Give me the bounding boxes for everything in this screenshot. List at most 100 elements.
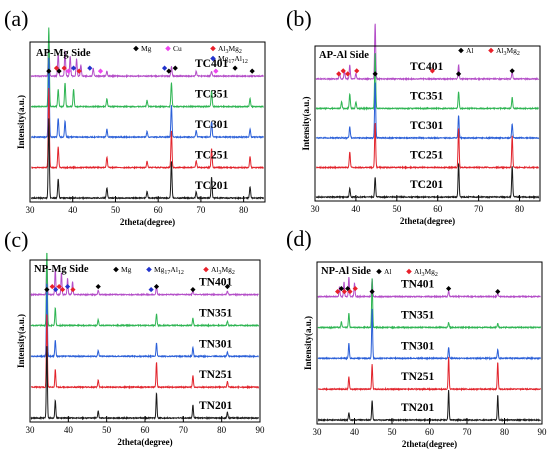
xrd-panel: (d) TN401 TN351 TN301 TN251 TN201 30 40 50 60 70 80… bbox=[286, 226, 547, 449]
legend-item: Mg bbox=[133, 44, 152, 53]
x-tick-label: 40 bbox=[350, 427, 360, 437]
legend-diamond-icon bbox=[146, 266, 152, 273]
phase-marker bbox=[347, 288, 353, 295]
phase-marker bbox=[338, 285, 344, 292]
phase-marker bbox=[65, 68, 72, 74]
x-tick-label: 30 bbox=[311, 204, 321, 214]
legend-item: Al3Mg2 bbox=[488, 46, 520, 57]
legend-diamond-icon bbox=[203, 266, 209, 273]
xrd-trace bbox=[317, 276, 541, 300]
phase-marker bbox=[53, 65, 60, 71]
x-tick-label: 80 bbox=[515, 204, 525, 214]
xrd-series: TN351 bbox=[30, 252, 260, 328]
xrd-series: TN201 bbox=[317, 390, 541, 423]
panel-title: NP-Al Side bbox=[321, 266, 371, 277]
phase-marker bbox=[64, 283, 71, 290]
x-axis-label: 2theta(degree) bbox=[117, 437, 172, 447]
phase-marker bbox=[161, 65, 168, 71]
phase-marker bbox=[190, 286, 196, 293]
phase-marker bbox=[76, 68, 82, 74]
xrd-series: TC401 bbox=[30, 36, 265, 79]
x-tick-label: 80 bbox=[217, 425, 227, 435]
xrd-series: TN251 bbox=[317, 356, 542, 392]
phase-marker bbox=[53, 286, 59, 293]
xrd-trace bbox=[317, 356, 542, 392]
panel-label: (a) bbox=[4, 6, 28, 31]
x-tick-label: 70 bbox=[474, 204, 484, 214]
x-tick-label: 90 bbox=[256, 425, 266, 435]
x-tick-label: 40 bbox=[64, 425, 74, 435]
x-axis-label: 2theta(degree) bbox=[120, 217, 175, 227]
phase-marker bbox=[56, 68, 62, 74]
sample-label: TC301 bbox=[195, 119, 228, 131]
phase-marker bbox=[44, 286, 50, 293]
legend-item: Al3Mg2 bbox=[203, 265, 235, 276]
xrd-series: TC301 bbox=[30, 57, 265, 140]
x-tick-label: 60 bbox=[141, 425, 151, 435]
x-tick-label: 30 bbox=[26, 205, 36, 215]
y-axis-label: Intensity(a.u.) bbox=[16, 95, 26, 149]
xrd-series: TN351 bbox=[317, 278, 542, 330]
x-tick-label: 60 bbox=[154, 205, 164, 215]
legend-item: Mg17Al12 bbox=[210, 54, 248, 65]
sample-label: TN401 bbox=[199, 277, 232, 289]
legend-diamond-icon bbox=[210, 55, 216, 62]
legend-item: Cu bbox=[165, 44, 182, 53]
xrd-series: TC301 bbox=[315, 82, 540, 141]
x-tick-label: 40 bbox=[68, 205, 78, 215]
legend-diamond-icon bbox=[406, 268, 412, 275]
legend-diamond-icon bbox=[458, 47, 464, 54]
xrd-trace bbox=[31, 88, 264, 170]
legend-label: Mg17Al12 bbox=[154, 265, 184, 276]
legend-item: Mg bbox=[113, 265, 132, 274]
phase-marker bbox=[345, 71, 351, 77]
xrd-panel: (b) TC401 TC351 TC301 TC251 TC201 30 40 50 60 70 80… bbox=[286, 6, 541, 226]
xrd-trace bbox=[30, 36, 265, 79]
xrd-series: TN301 bbox=[317, 308, 541, 361]
phase-marker bbox=[172, 65, 178, 71]
xrd-series: TC251 bbox=[316, 122, 539, 170]
legend-item: Al bbox=[458, 46, 474, 55]
phase-marker bbox=[446, 285, 452, 292]
xrd-series: TC201 bbox=[315, 162, 540, 200]
phase-marker bbox=[56, 283, 62, 290]
phase-marker bbox=[232, 65, 238, 71]
phase-marker bbox=[70, 65, 77, 71]
legend-diamond-icon bbox=[113, 266, 119, 273]
legend-label: Al3Mg2 bbox=[218, 44, 242, 55]
sample-label: TN301 bbox=[401, 340, 434, 352]
plot-frame bbox=[29, 41, 266, 203]
phase-marker bbox=[352, 285, 358, 292]
sample-label: TN251 bbox=[199, 369, 232, 381]
legend: Mg Mg17Al12 Al3Mg2 bbox=[113, 265, 235, 276]
sample-label: TC351 bbox=[195, 89, 228, 101]
sample-label: TC201 bbox=[195, 180, 228, 192]
phase-marker bbox=[335, 288, 341, 295]
legend-diamond-icon bbox=[488, 47, 494, 54]
phase-marker bbox=[87, 65, 93, 71]
x-tick-label: 50 bbox=[388, 427, 398, 437]
xrd-trace bbox=[30, 283, 259, 359]
phase-marker bbox=[97, 68, 104, 74]
x-tick-label: 60 bbox=[433, 204, 443, 214]
phase-marker bbox=[429, 68, 436, 74]
sample-label: TN301 bbox=[199, 338, 232, 350]
legend-diamond-icon bbox=[376, 268, 382, 275]
legend-label: Mg bbox=[141, 44, 152, 53]
phase-marker bbox=[509, 68, 515, 74]
x-tick-label: 70 bbox=[463, 427, 473, 437]
xrd-trace bbox=[30, 261, 259, 297]
sample-label: TC401 bbox=[195, 58, 228, 70]
phase-marker bbox=[213, 68, 219, 74]
x-tick-label: 70 bbox=[179, 425, 189, 435]
sample-label: TN201 bbox=[199, 400, 232, 412]
phase-marker bbox=[59, 286, 66, 293]
xrd-trace bbox=[315, 53, 539, 111]
panel-title: AP-Mg Side bbox=[36, 48, 91, 59]
legend-label: Al3Mg2 bbox=[211, 265, 235, 276]
xrd-trace bbox=[315, 162, 540, 200]
panel-title: AP-Al Side bbox=[319, 50, 369, 61]
legend-item: Mg17Al12 bbox=[146, 265, 184, 276]
